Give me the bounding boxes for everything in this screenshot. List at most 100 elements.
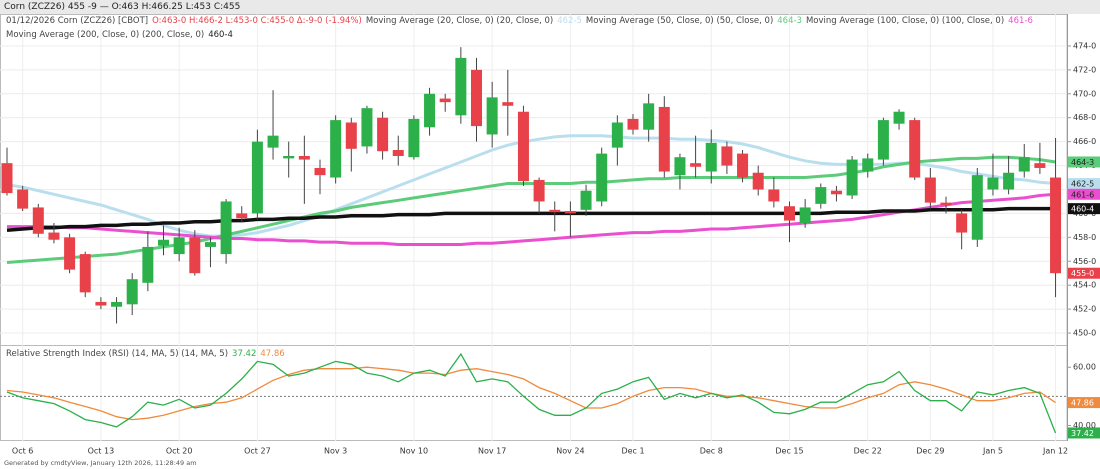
line-series [6, 352, 1057, 434]
candle-body [893, 111, 905, 124]
candle-body [408, 118, 420, 158]
candle-body [799, 207, 811, 223]
candle-body [126, 279, 138, 305]
candle-body [173, 237, 185, 255]
legend-value: 47.86 [260, 349, 285, 359]
candle-body [267, 135, 279, 148]
y-tick-label: 468-0 [1073, 113, 1096, 122]
candle-body [862, 158, 874, 172]
candle-body [924, 177, 936, 203]
candle-body [439, 98, 451, 103]
candle-body [64, 237, 76, 270]
candle-body [111, 301, 123, 307]
line-series [6, 134, 1056, 238]
candle-body [189, 237, 201, 274]
candle-body [1050, 177, 1062, 274]
candle-body [971, 175, 983, 240]
candle-body [940, 202, 952, 206]
candle-body [95, 301, 107, 306]
candle-body [345, 122, 357, 149]
candle-body [737, 153, 749, 178]
y-tick-label: 454-0 [1073, 281, 1096, 290]
x-tick-label: Dec 8 [700, 447, 723, 456]
footer: Generated by cmdtyView, January 12th 202… [4, 459, 197, 467]
x-tick-label: Dec 15 [775, 447, 803, 456]
legend-name: Moving Average (200, Close, 0) (200, Clo… [6, 30, 205, 40]
x-tick-label: Oct 20 [166, 447, 193, 456]
candle-body [815, 187, 827, 204]
x-tick-label: Nov 10 [400, 447, 428, 456]
legend-title: Relative Strength Index (RSI) (14, MA, 5… [6, 349, 229, 359]
legend-value: 37.42 [232, 349, 257, 359]
value-badge [1068, 267, 1100, 279]
y-tick-label: 450-0 [1073, 329, 1096, 338]
candle-body [204, 242, 216, 247]
line-series [6, 206, 1056, 232]
candle-body [251, 141, 263, 214]
badge-label: 464-3 [1071, 158, 1094, 167]
y-tick-label: 452-0 [1073, 305, 1096, 314]
badge-label: 37.42 [1071, 429, 1094, 438]
candle-body [79, 254, 91, 293]
y-tick-label: 474-0 [1073, 41, 1096, 50]
badge-label: 462-5 [1071, 180, 1094, 189]
candle-body [236, 213, 248, 219]
x-tick-label: Nov 24 [556, 447, 584, 456]
legend-name: Moving Average (20, Close, 0) (20, Close… [365, 16, 554, 26]
x-tick-label: Oct 6 [12, 447, 33, 456]
candle-body [690, 163, 702, 167]
rsi-legend: Relative Strength Index (RSI) (14, MA, 5… [6, 349, 289, 359]
plot-frame [0, 14, 1068, 441]
candle-body [752, 172, 764, 190]
x-tick-label: Oct 27 [244, 447, 271, 456]
legend-value: 462-5 [557, 16, 582, 26]
x-tick-label: Nov 17 [478, 447, 506, 456]
candle-body [377, 117, 389, 152]
legend-value: 461-6 [1008, 16, 1033, 26]
candle-body [486, 97, 498, 135]
candle-body [392, 150, 404, 156]
candle-body [580, 190, 592, 210]
candle-body [643, 103, 655, 130]
legend-value: 464-3 [777, 16, 802, 26]
candle-body [877, 120, 889, 160]
value-badge [1068, 427, 1100, 439]
candle-body [768, 189, 780, 202]
candle-body [784, 206, 795, 221]
candle-body [627, 118, 639, 130]
line-series [6, 366, 1056, 421]
candle-body [596, 153, 608, 202]
x-tick-label: Dec 22 [854, 447, 882, 456]
badge-label: 461-6 [1071, 190, 1094, 199]
x-tick-label: Oct 13 [88, 447, 115, 456]
candle-body [846, 159, 858, 196]
y-tick-label: 470-0 [1073, 89, 1096, 98]
price-legend: 01/12/2026 Corn (ZCZ26) [CBOT] O:463-0 H:… [6, 16, 1041, 26]
value-badge [1068, 397, 1100, 409]
candle-body [314, 167, 326, 176]
candle-body [220, 201, 232, 255]
y-tick-label: 472-0 [1073, 65, 1096, 74]
y-tick-label: 456-0 [1073, 257, 1096, 266]
badge-label: 455-0 [1071, 269, 1094, 278]
y-tick-label: 458-0 [1073, 233, 1096, 242]
candle-body [330, 120, 342, 178]
candle-body [48, 232, 60, 240]
candle-body [674, 157, 686, 176]
legend-name: Moving Average (100, Close, 0) (100, Clo… [805, 16, 1005, 26]
legend-title: 01/12/2026 Corn (ZCZ26) [CBOT] [6, 16, 149, 26]
badge-label: 460-4 [1071, 205, 1094, 214]
candle-body [471, 69, 482, 127]
candle-body [1034, 163, 1046, 168]
legend-ohlc: O:463-0 H:466-2 L:453-0 C:455-0 Δ:-9-0 (… [152, 16, 362, 26]
candle-body [361, 108, 373, 147]
candle-body [1018, 157, 1030, 172]
candle-body [502, 102, 514, 106]
x-tick-label: Jan 12 [1042, 447, 1068, 456]
candle-body [705, 142, 717, 172]
candle-body [17, 189, 29, 209]
line-series [7, 192, 1056, 246]
candle-body [424, 93, 436, 128]
